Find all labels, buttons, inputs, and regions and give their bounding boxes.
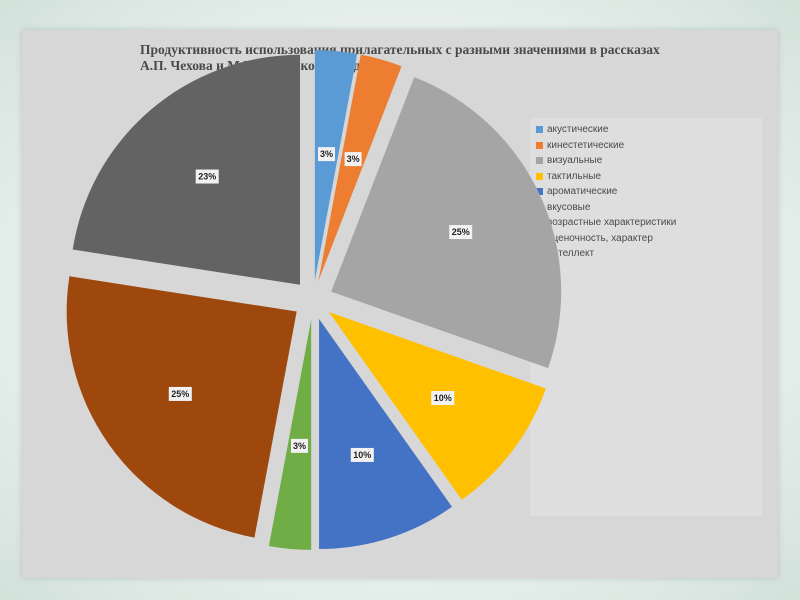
legend-swatch bbox=[536, 141, 543, 149]
legend-item-2: визуальные bbox=[536, 153, 676, 169]
slice-data-label-4: 10% bbox=[350, 447, 374, 462]
slice-data-label-1: 3% bbox=[344, 152, 362, 167]
legend-item-3: тактильные bbox=[536, 169, 676, 185]
legend-swatch bbox=[536, 172, 543, 180]
slice-label-background bbox=[318, 147, 336, 162]
slice-data-label-2: 25% bbox=[449, 225, 473, 240]
slice-label-text: 25% bbox=[171, 389, 189, 399]
pie-slice-3 bbox=[328, 312, 546, 500]
pie-slice-4 bbox=[319, 319, 452, 550]
slice-label-text: 25% bbox=[452, 227, 470, 237]
slice-label-text: 3% bbox=[293, 441, 306, 451]
slice-label-text: 10% bbox=[434, 393, 452, 403]
legend-item-0: акустические bbox=[536, 122, 676, 138]
slice-label-background bbox=[290, 438, 308, 453]
slice-label-text: 23% bbox=[198, 172, 216, 182]
legend-panel bbox=[530, 118, 762, 516]
pie-slice-7 bbox=[66, 276, 297, 538]
legend-label: акустические bbox=[547, 124, 609, 136]
slice-label-background bbox=[344, 152, 362, 167]
legend-label: вкусовые bbox=[547, 201, 591, 213]
legend-label: ароматические bbox=[547, 186, 618, 198]
pie-slice-2 bbox=[331, 77, 562, 369]
slice-label-background bbox=[168, 386, 192, 401]
legend-label: тактильные bbox=[547, 170, 601, 182]
pie-slice-8 bbox=[72, 54, 300, 285]
slice-label-text: 10% bbox=[353, 450, 371, 460]
legend-swatch bbox=[536, 188, 543, 196]
chart-title-line-1: Продуктивность использования прилагатель… bbox=[140, 42, 660, 57]
legend-swatch bbox=[536, 126, 543, 134]
slice-data-label-7: 25% bbox=[168, 386, 192, 401]
legend-item-4: ароматические bbox=[536, 184, 676, 200]
legend-label: оценочность, характер bbox=[547, 232, 653, 244]
legend-label: возрастные характеристики bbox=[547, 217, 677, 229]
pie-slice-5 bbox=[268, 319, 312, 550]
slice-data-label-3: 10% bbox=[431, 390, 455, 405]
slice-label-text: 3% bbox=[347, 154, 360, 164]
slice-label-background bbox=[350, 447, 374, 462]
slice-data-label-8: 23% bbox=[195, 169, 219, 184]
chart-legend: акустические кинестетические визуальные так… bbox=[536, 122, 676, 262]
legend-label: интеллект bbox=[547, 248, 595, 260]
legend-swatch bbox=[536, 157, 543, 165]
slice-label-background bbox=[431, 390, 455, 405]
slice-label-background bbox=[449, 225, 473, 240]
slice-data-label-5: 3% bbox=[290, 438, 308, 453]
slice-data-label-0: 3% bbox=[318, 147, 336, 162]
slice-label-text: 3% bbox=[320, 149, 333, 159]
pie-slice-0 bbox=[314, 50, 358, 281]
legend-label: кинестетические bbox=[547, 139, 625, 151]
pie-slice-1 bbox=[318, 54, 402, 281]
legend-item-1: кинестетические bbox=[536, 138, 676, 154]
legend-label: визуальные bbox=[547, 155, 603, 167]
slice-label-background bbox=[195, 169, 219, 184]
